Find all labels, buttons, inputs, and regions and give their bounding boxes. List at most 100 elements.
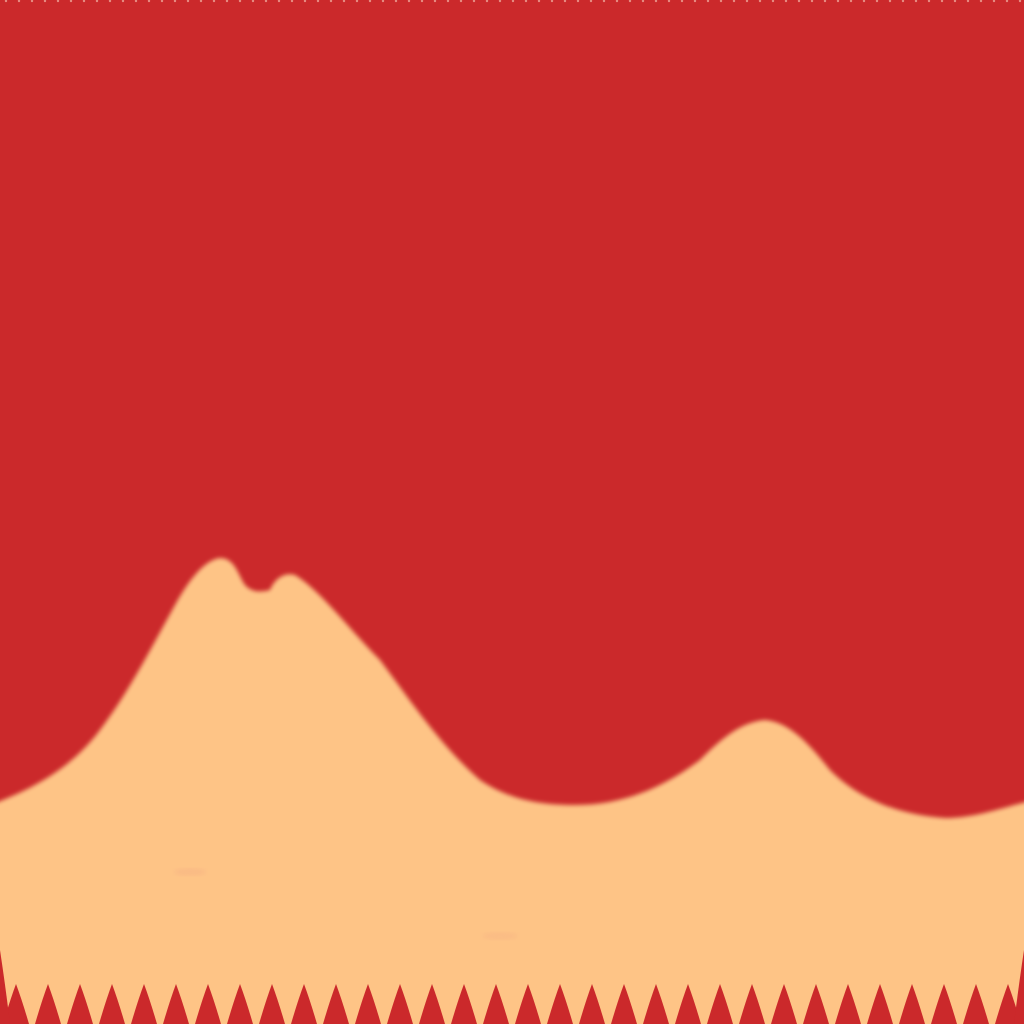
top-dot xyxy=(238,0,242,3)
top-dot xyxy=(160,0,164,3)
top-dot xyxy=(979,0,983,3)
top-dot xyxy=(433,0,437,3)
top-dot xyxy=(147,0,151,3)
zigzag-spike xyxy=(803,984,829,1024)
top-dot xyxy=(225,0,229,3)
top-dot xyxy=(95,0,99,3)
top-dot xyxy=(615,0,619,3)
border-left-edge xyxy=(0,950,10,1024)
top-dot xyxy=(953,0,957,3)
border-right-edge xyxy=(1014,950,1024,1024)
zigzag-spike xyxy=(355,984,381,1024)
top-dot xyxy=(719,0,723,3)
top-dot xyxy=(576,0,580,3)
zigzag-spike xyxy=(899,984,925,1024)
zigzag-spike xyxy=(643,984,669,1024)
zigzag-spike xyxy=(227,984,253,1024)
zigzag-spike xyxy=(291,984,317,1024)
top-dot xyxy=(342,0,346,3)
top-dot xyxy=(784,0,788,3)
top-dot xyxy=(498,0,502,3)
top-dot xyxy=(537,0,541,3)
top-dot xyxy=(810,0,814,3)
top-dot xyxy=(316,0,320,3)
zigzag-spike xyxy=(195,984,221,1024)
top-dot xyxy=(264,0,268,3)
top-dot xyxy=(212,0,216,3)
top-dot xyxy=(251,0,255,3)
top-dot xyxy=(43,0,47,3)
top-dot xyxy=(641,0,645,3)
top-dot xyxy=(121,0,125,3)
top-dot xyxy=(823,0,827,3)
top-dot xyxy=(277,0,281,3)
top-dot xyxy=(745,0,749,3)
top-dot xyxy=(69,0,73,3)
top-dot xyxy=(797,0,801,3)
zigzag-spike xyxy=(515,984,541,1024)
zigzag-spike xyxy=(835,984,861,1024)
top-dot xyxy=(485,0,489,3)
top-dot xyxy=(771,0,775,3)
top-dot xyxy=(732,0,736,3)
top-dotted-edge xyxy=(4,0,1022,3)
top-dot xyxy=(355,0,359,3)
zigzag-spike xyxy=(163,984,189,1024)
top-dot xyxy=(472,0,476,3)
zigzag-spike xyxy=(771,984,797,1024)
top-dot xyxy=(1018,0,1022,3)
zigzag-spike xyxy=(547,984,573,1024)
zigzag-spike xyxy=(259,984,285,1024)
zigzag-spike xyxy=(419,984,445,1024)
zigzag-spike xyxy=(387,984,413,1024)
top-dot xyxy=(654,0,658,3)
top-dot xyxy=(628,0,632,3)
zigzag-spike xyxy=(483,984,509,1024)
top-dot xyxy=(511,0,515,3)
top-dot xyxy=(550,0,554,3)
zigzag-spike xyxy=(995,984,1021,1024)
zigzag-spike xyxy=(3,984,29,1024)
zigzag-spike xyxy=(739,984,765,1024)
top-dot xyxy=(667,0,671,3)
top-dot xyxy=(563,0,567,3)
top-dot xyxy=(368,0,372,3)
top-dot xyxy=(901,0,905,3)
top-dot xyxy=(82,0,86,3)
top-dot xyxy=(420,0,424,3)
top-dot xyxy=(862,0,866,3)
top-dot xyxy=(199,0,203,3)
zigzag-spike xyxy=(131,984,157,1024)
zigzag-spike xyxy=(579,984,605,1024)
ground-smudge xyxy=(482,932,518,940)
top-dot xyxy=(134,0,138,3)
ground-smudge xyxy=(174,868,206,876)
top-dot xyxy=(706,0,710,3)
top-dot xyxy=(1005,0,1009,3)
top-dot xyxy=(875,0,879,3)
zigzag-spike xyxy=(67,984,93,1024)
top-dot xyxy=(849,0,853,3)
zigzag-spike xyxy=(99,984,125,1024)
top-dot xyxy=(4,0,8,3)
mountain-range xyxy=(0,558,1024,1024)
top-dot xyxy=(927,0,931,3)
top-dot xyxy=(407,0,411,3)
top-dot xyxy=(303,0,307,3)
top-dot xyxy=(693,0,697,3)
top-dot xyxy=(680,0,684,3)
top-dot xyxy=(966,0,970,3)
top-dot xyxy=(108,0,112,3)
top-dot xyxy=(30,0,34,3)
zigzag-spike xyxy=(707,984,733,1024)
top-dot xyxy=(329,0,333,3)
top-dot xyxy=(17,0,21,3)
top-dot xyxy=(524,0,528,3)
top-dot xyxy=(173,0,177,3)
top-dot xyxy=(446,0,450,3)
zigzag-bottom-border xyxy=(0,950,1024,1024)
top-dot xyxy=(992,0,996,3)
top-dot xyxy=(394,0,398,3)
top-dot xyxy=(940,0,944,3)
